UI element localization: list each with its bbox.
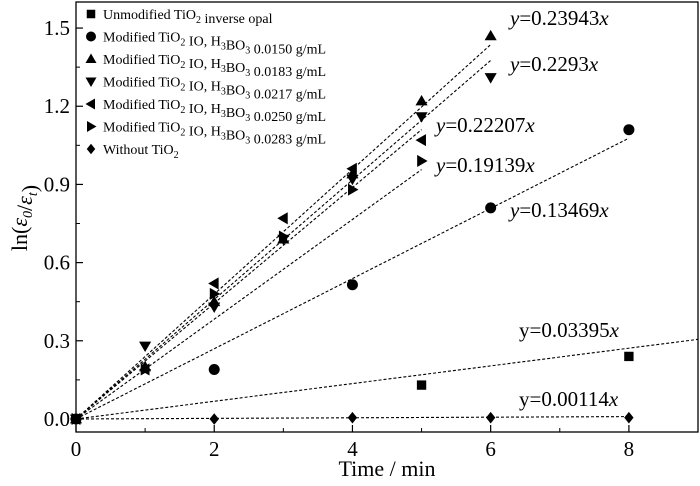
y-axis-title-text: ln(ε0/εt) bbox=[7, 185, 42, 251]
fit-equation-label: y=0.2293x bbox=[508, 52, 599, 76]
fit-line bbox=[75, 338, 699, 420]
diamond-marker bbox=[71, 413, 81, 425]
fit-equation-label: y=0.23943x bbox=[508, 6, 609, 30]
circle-marker bbox=[208, 363, 220, 375]
triangle-down-marker bbox=[139, 341, 152, 353]
triangle-down-marker bbox=[415, 112, 428, 123]
triangle-up-marker bbox=[85, 53, 97, 63]
square-marker bbox=[86, 9, 96, 19]
triangle-left-marker bbox=[85, 98, 95, 110]
x-axis-title: Time / min bbox=[339, 456, 436, 481]
triangle-right-marker bbox=[209, 287, 221, 300]
legend-label: Modified TiO2 IO, H3BO3 0.0250 g/mL bbox=[103, 98, 326, 125]
fit-equations: y=0.03395x y=0.13469x y=0.23943x y=0.2293x y… bbox=[434, 6, 620, 411]
triangle-left-marker bbox=[277, 212, 288, 225]
triangle-left-marker bbox=[346, 162, 357, 175]
triangle-down-marker bbox=[346, 174, 359, 186]
triangle-up-marker bbox=[484, 29, 497, 41]
y-tick-label: 0.0 bbox=[44, 407, 70, 431]
diamond-marker bbox=[86, 143, 96, 155]
x-tick-label: 0 bbox=[71, 437, 82, 461]
diamond-marker bbox=[485, 411, 496, 424]
x-tick-label: 4 bbox=[347, 437, 358, 461]
diamond-marker bbox=[624, 411, 634, 424]
fit-line bbox=[75, 137, 630, 420]
triangle-right-marker bbox=[278, 230, 290, 243]
axis-ticks: 0 2 4 6 8 0.0 0.3 0.6 0.9 1.2 1.5 bbox=[44, 16, 699, 461]
y-tick-label: 1.2 bbox=[44, 94, 70, 118]
circle-marker bbox=[485, 202, 497, 214]
square-marker bbox=[416, 380, 427, 390]
x-tick-label: 8 bbox=[624, 437, 635, 461]
triangle-right-marker bbox=[417, 154, 428, 168]
circle-marker bbox=[623, 124, 635, 136]
fit-equation-label: y=0.19139x bbox=[434, 153, 535, 177]
triangle-up-marker bbox=[415, 94, 428, 106]
triangle-left-marker bbox=[415, 134, 426, 147]
triangle-down-marker bbox=[208, 302, 221, 313]
circle-marker bbox=[86, 31, 96, 42]
legend-label: Modified TiO2 IO, H3BO3 0.0150 g/mL bbox=[103, 31, 326, 58]
data-markers bbox=[69, 29, 635, 426]
plot-area-border bbox=[75, 1, 699, 433]
fit-line bbox=[75, 44, 492, 420]
triangle-down-marker bbox=[484, 73, 497, 84]
legend-label: Modified TiO2 IO, H3BO3 0.0283 g/mL bbox=[103, 121, 326, 148]
y-tick-label: 0.6 bbox=[44, 251, 70, 275]
triangle-right-marker bbox=[140, 363, 152, 376]
y-axis-title: ln(ε0/εt) bbox=[7, 185, 42, 251]
diamond-marker bbox=[347, 411, 358, 424]
fit-equation-label: y=0.03395x bbox=[519, 318, 620, 342]
triangle-down-marker bbox=[85, 77, 97, 87]
legend-label: Unmodified TiO2 inverse opal bbox=[103, 8, 273, 27]
triangle-right-marker bbox=[87, 121, 97, 132]
fit-equation-label: y=0.13469x bbox=[508, 198, 609, 222]
square-marker bbox=[624, 351, 634, 362]
diamond-marker bbox=[209, 413, 219, 425]
y-tick-label: 0.9 bbox=[44, 172, 70, 196]
plot-frame bbox=[75, 1, 699, 433]
fit-line bbox=[75, 129, 422, 420]
legend: Unmodified TiO2 inverse opal Modified TiO… bbox=[85, 8, 326, 161]
legend-label: Modified TiO2 IO, H3BO3 0.0183 g/mL bbox=[103, 53, 326, 80]
x-tick-label: 6 bbox=[485, 437, 496, 461]
circle-marker bbox=[346, 279, 358, 291]
fit-line bbox=[75, 169, 422, 420]
fit-equation-label: y=0.00114x bbox=[519, 387, 619, 411]
legend-label: Without TiO2 bbox=[103, 143, 179, 161]
fit-equation-label: y=0.22207x bbox=[434, 113, 535, 137]
triangle-left-marker bbox=[208, 277, 219, 290]
legend-label: Modified TiO2 IO, H3BO3 0.0217 g/mL bbox=[103, 76, 326, 103]
triangle-right-marker bbox=[348, 183, 359, 196]
y-tick-label: 1.5 bbox=[44, 16, 70, 40]
x-tick-label: 2 bbox=[209, 437, 220, 461]
y-tick-label: 0.3 bbox=[44, 329, 70, 353]
